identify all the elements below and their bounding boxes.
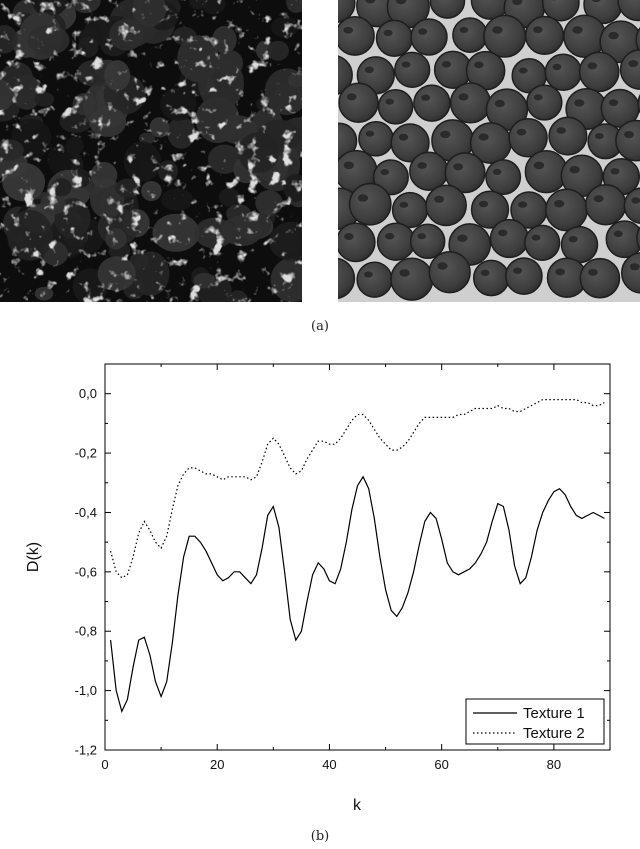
legend: Texture 1 Texture 2 (465, 698, 605, 745)
y-tick-label: 0,0 (79, 386, 97, 401)
x-tick-label: 20 (210, 757, 224, 772)
caption-a: (a) (311, 319, 329, 334)
x-tick-label: 80 (547, 757, 561, 772)
series-line-texture-1 (110, 475, 605, 714)
texture-1-image (0, 0, 302, 302)
line-chart: 0 20 40 60 80 -1,2 -1,0 -0,8 -0,6 -0,4 -0,2 0,0 k D… (25, 363, 611, 814)
legend-label-texture-2: Texture 2 (523, 725, 585, 742)
plot-frame (104, 363, 611, 751)
legend-label-texture-1: Texture 1 (523, 705, 585, 722)
x-tick-label: 60 (434, 757, 448, 772)
y-tick-label: -1,0 (75, 683, 97, 698)
y-tick-label: -0,4 (75, 505, 97, 520)
y-tick-label: -0,2 (75, 446, 97, 461)
x-axis-label: k (353, 797, 362, 814)
y-tick-label: -1,2 (75, 743, 97, 758)
legend-box (465, 698, 605, 745)
caption-b: (b) (310, 829, 330, 844)
texture-2-image (338, 0, 640, 302)
x-tick-label: 0 (101, 757, 108, 772)
x-tick-label: 40 (322, 757, 336, 772)
y-axis-label: D(k) (25, 542, 42, 572)
y-tick-label: -0,6 (75, 564, 97, 579)
y-tick-label: -0,8 (75, 624, 97, 639)
